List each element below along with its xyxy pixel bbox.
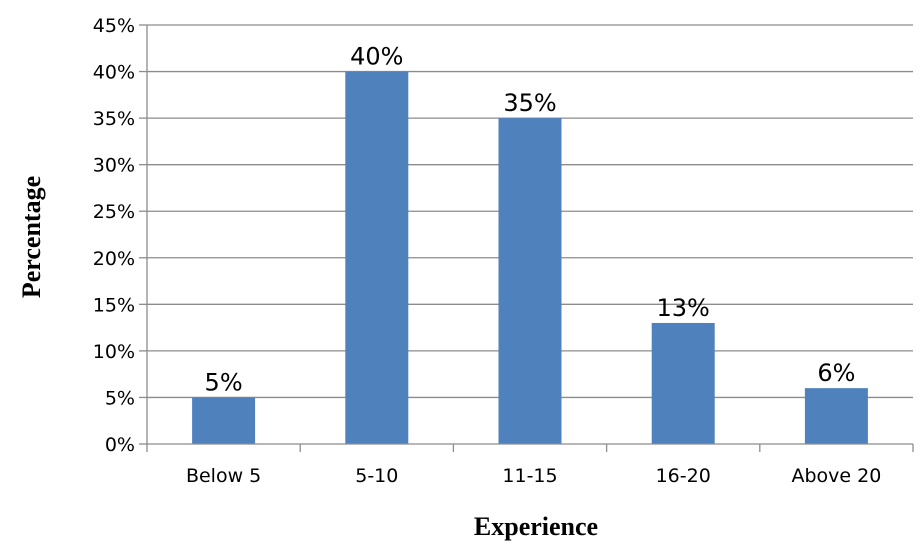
bar xyxy=(651,322,715,444)
bar xyxy=(192,397,256,444)
y-tick-label: 40% xyxy=(93,62,135,84)
data-labels: 5% 40% 35% 13% 6% xyxy=(205,43,856,397)
y-tick-label: 10% xyxy=(93,341,135,363)
x-tick-label: Above 20 xyxy=(791,465,881,487)
y-tick-label: 20% xyxy=(93,248,135,270)
x-tick-label: Below 5 xyxy=(186,465,261,487)
axes xyxy=(146,25,914,452)
x-tick-label: 11-15 xyxy=(502,465,557,487)
bar xyxy=(498,118,562,444)
y-tick-label: 5% xyxy=(105,387,135,409)
y-tick-label: 15% xyxy=(93,294,135,316)
y-tick-label: 30% xyxy=(93,155,135,177)
x-tick-label: 16-20 xyxy=(656,465,711,487)
x-tick-labels: Below 5 5-10 11-15 16-20 Above 20 xyxy=(186,465,881,487)
x-tick-label: 5-10 xyxy=(355,465,398,487)
y-tick-label: 0% xyxy=(105,434,135,456)
y-tick-labels: 0% 5% 10% 15% 20% 25% 30% 35% 40% 45% xyxy=(93,15,135,456)
bar xyxy=(345,71,409,445)
y-tick-label: 45% xyxy=(93,15,135,37)
data-label: 13% xyxy=(657,294,710,322)
data-label: 5% xyxy=(205,368,243,396)
y-tick-label: 35% xyxy=(93,108,135,130)
data-label: 40% xyxy=(350,43,403,71)
data-label: 6% xyxy=(817,359,855,387)
x-axis-title: Experience xyxy=(474,512,598,541)
bars xyxy=(192,71,868,445)
bar xyxy=(804,388,868,444)
data-label: 35% xyxy=(503,89,556,117)
y-axis-title: Percentage xyxy=(17,176,46,298)
y-tick-label: 25% xyxy=(93,201,135,223)
